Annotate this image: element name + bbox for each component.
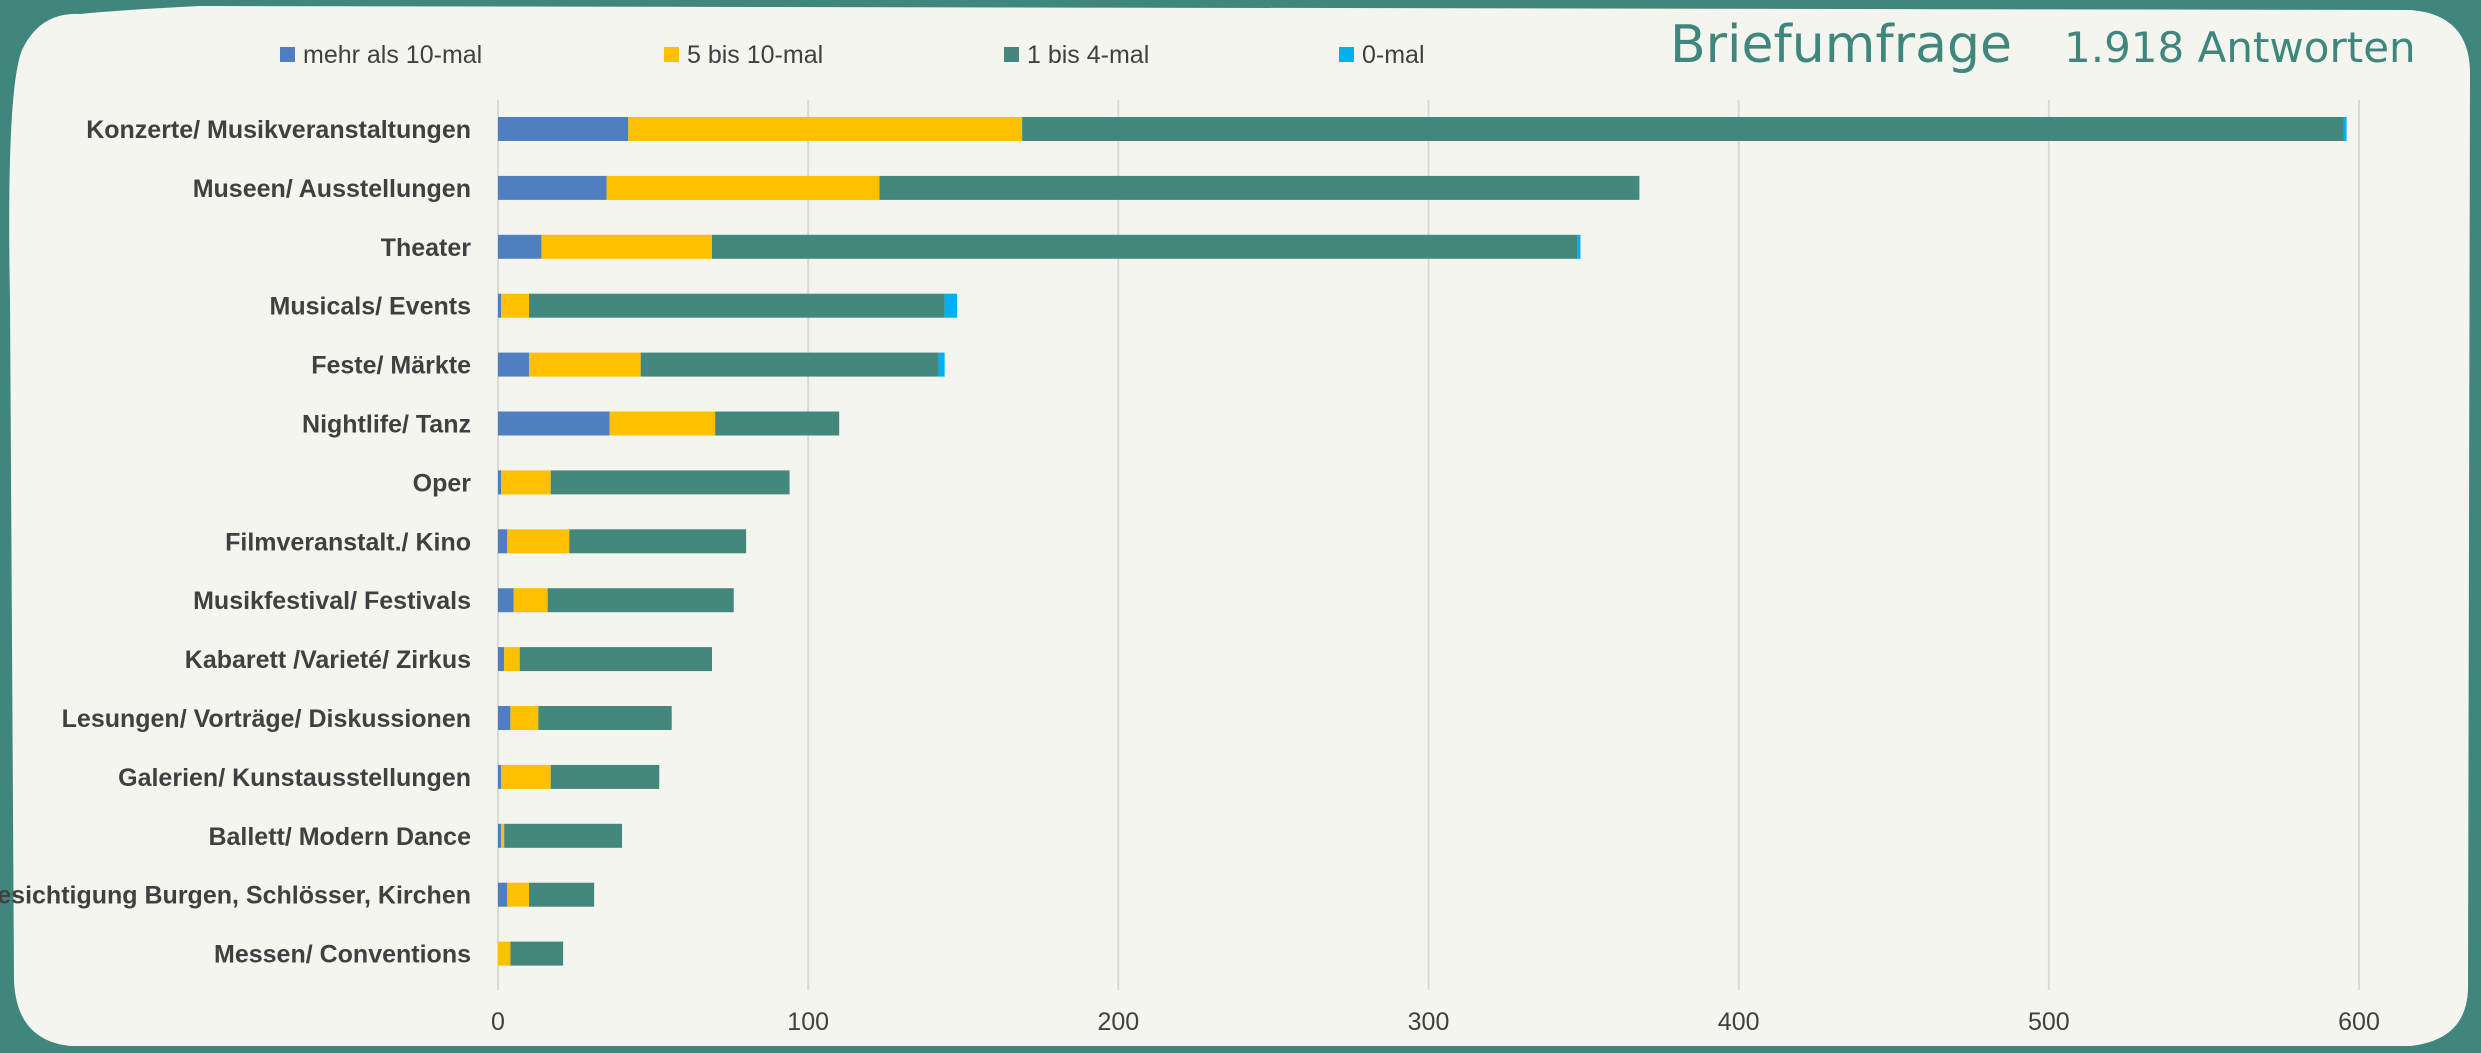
bar-segment-1 — [498, 117, 629, 141]
bar-segment-2 — [501, 293, 530, 318]
legend-label: mehr als 10-mal — [303, 41, 482, 69]
x-tick-label: 0 — [491, 1008, 505, 1036]
bar-segment-3 — [529, 882, 595, 907]
x-axis-ticks: 0 100 200 300 400 500 600 — [491, 1008, 2380, 1036]
category-labels: Konzerte/ Musikveranstaltungen Museen/ Au… — [0, 116, 471, 969]
category-label: Oper — [413, 469, 472, 497]
category-label: Nightlife/ Tanz — [302, 411, 471, 439]
chart-subtitle: 1.918 Antworten — [2064, 23, 2416, 72]
bar-segment-1 — [498, 234, 542, 259]
category-label: Lesungen/ Vorträge/ Diskussionen — [62, 705, 471, 733]
bar-segment-1 — [498, 706, 511, 730]
bar-segment-2 — [609, 411, 716, 436]
bar-segment-1 — [498, 352, 530, 377]
category-label: Musicals/ Events — [270, 293, 471, 321]
bar-segment-3 — [640, 352, 939, 377]
category-label: Musikfestival/ Festivals — [193, 587, 471, 615]
chart-title: Briefumfrage — [1670, 15, 2012, 75]
bar-segment-3 — [510, 941, 564, 966]
bar-segment-2 — [513, 588, 548, 613]
bar-segment-1 — [498, 293, 502, 318]
legend-swatch — [664, 47, 679, 62]
category-label: Theater — [381, 234, 472, 262]
x-tick-label: 500 — [2028, 1008, 2070, 1036]
bar-segment-1 — [498, 823, 502, 848]
legend-label: 0-mal — [1362, 41, 1425, 69]
category-label: Besichtigung Burgen, Schlösser, Kirchen — [0, 882, 471, 910]
bar-segment-3 — [519, 647, 713, 672]
bar-segment-4 — [1577, 234, 1581, 259]
bar-segment-1 — [498, 588, 514, 613]
bar-segment-3 — [712, 234, 1578, 259]
category-label: Museen/ Ausstellungen — [193, 175, 471, 203]
bar-segment-2 — [498, 941, 511, 966]
bar-segment-4 — [938, 352, 945, 377]
bar-segment-3 — [547, 588, 734, 613]
category-label: Konzerte/ Musikveranstaltungen — [86, 116, 471, 144]
bar-segment-1 — [498, 470, 502, 495]
bar-segment-4 — [944, 293, 958, 318]
legend-swatch — [1004, 47, 1019, 62]
bar-segment-3 — [879, 175, 1640, 200]
legend-label: 1 bis 4-mal — [1027, 41, 1149, 69]
bar-segment-2 — [529, 352, 641, 377]
bar-segment-2 — [628, 117, 1023, 141]
bar-segment-2 — [507, 529, 570, 554]
bar-segment-3 — [504, 823, 623, 848]
bar-segment-1 — [498, 647, 505, 672]
legend: mehr als 10-mal 5 bis 10-mal 1 bis 4-mal 0-… — [280, 41, 1425, 69]
x-tick-label: 400 — [1718, 1008, 1760, 1036]
bar-segment-1 — [498, 882, 508, 907]
bar-segment-2 — [510, 706, 539, 730]
bar-segment-3 — [715, 411, 840, 436]
bar-segment-3 — [550, 470, 790, 495]
category-label: Ballett/ Modern Dance — [208, 823, 471, 851]
legend-swatch — [280, 47, 295, 62]
bar-segment-3 — [1022, 117, 2344, 141]
legend-label: 5 bis 10-mal — [687, 41, 823, 69]
bar-segment-2 — [504, 647, 520, 672]
bar-segment-3 — [538, 706, 672, 730]
bar-segment-2 — [501, 470, 551, 495]
legend-swatch — [1339, 47, 1354, 62]
bar-segment-2 — [606, 175, 880, 200]
bar-segment-2 — [501, 823, 505, 848]
bar-segment-3 — [550, 764, 660, 789]
bar-segment-3 — [529, 293, 945, 318]
category-label: Kabarett /Varieté/ Zirkus — [185, 646, 471, 674]
category-label: Filmveranstalt./ Kino — [225, 528, 471, 556]
bars — [498, 117, 2347, 966]
bar-segment-1 — [498, 175, 607, 200]
category-label: Messen/ Conventions — [214, 941, 471, 969]
x-tick-label: 300 — [1408, 1008, 1450, 1036]
x-tick-label: 200 — [1097, 1008, 1139, 1036]
x-tick-label: 100 — [787, 1008, 829, 1036]
bar-segment-3 — [569, 529, 747, 554]
bar-segment-1 — [498, 764, 502, 789]
bar-segment-2 — [501, 764, 551, 789]
x-tick-label: 600 — [2338, 1008, 2380, 1036]
category-label: Galerien/ Kunstausstellungen — [118, 764, 471, 792]
bar-segment-1 — [498, 529, 508, 554]
category-label: Feste/ Märkte — [311, 352, 471, 380]
bar-segment-2 — [507, 882, 530, 907]
bar-segment-4 — [2343, 117, 2347, 141]
bar-segment-1 — [498, 411, 610, 436]
bar-segment-2 — [541, 234, 713, 259]
